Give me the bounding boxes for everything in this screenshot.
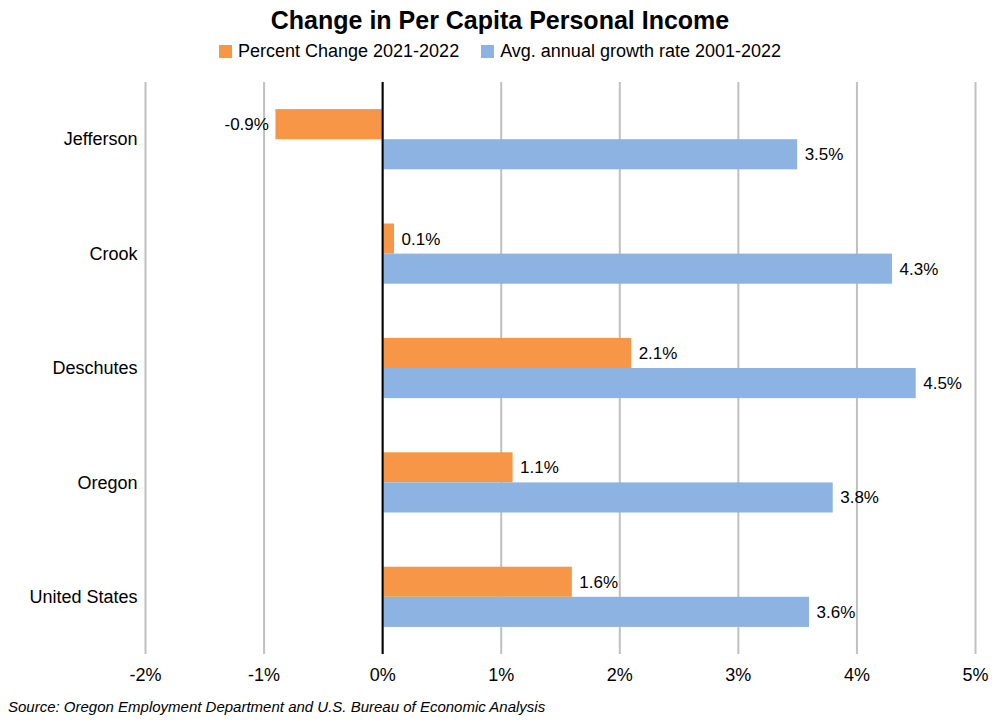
html-text:Avg. annual growth rate 2001-2: Avg. annual growth rate 2001-2022: [500, 40, 781, 61]
svg-text:Deschutes: Deschutes: [52, 358, 137, 378]
svg-text:5%: 5%: [962, 665, 988, 685]
svg-text:2.1%: 2.1%: [639, 344, 678, 363]
svg-text:United States: United States: [29, 587, 137, 607]
svg-text:-1%: -1%: [248, 665, 280, 685]
svg-text:-0.9%: -0.9%: [225, 115, 269, 134]
svg-text:3.6%: 3.6%: [817, 603, 856, 622]
svg-text:3.8%: 3.8%: [840, 488, 879, 507]
svg-text:Crook: Crook: [89, 244, 138, 264]
svg-text:1.1%: 1.1%: [520, 458, 559, 477]
svg-text:3.5%: 3.5%: [805, 145, 844, 164]
html-text:Change in Per Capita Personal: Change in Per Capita Personal Income: [270, 6, 730, 34]
svg-text:1%: 1%: [488, 665, 514, 685]
svg-text:Jefferson: Jefferson: [64, 129, 138, 149]
svg-text:3%: 3%: [725, 665, 751, 685]
svg-text:1.6%: 1.6%: [579, 573, 618, 592]
svg-text:0%: 0%: [370, 665, 396, 685]
svg-text:2%: 2%: [607, 665, 633, 685]
svg-text:4%: 4%: [844, 665, 870, 685]
svg-text:0.1%: 0.1%: [402, 229, 441, 248]
html-text:Percent Change 2021-2022: Percent Change 2021-2022: [238, 40, 460, 61]
svg-text:Oregon: Oregon: [77, 473, 137, 493]
svg-text:-2%: -2%: [129, 665, 161, 685]
svg-text:4.5%: 4.5%: [923, 374, 962, 393]
html-text:Source: Oregon Employment Depa: Source: Oregon Employment Department and…: [8, 698, 546, 715]
svg-text:4.3%: 4.3%: [900, 260, 939, 279]
